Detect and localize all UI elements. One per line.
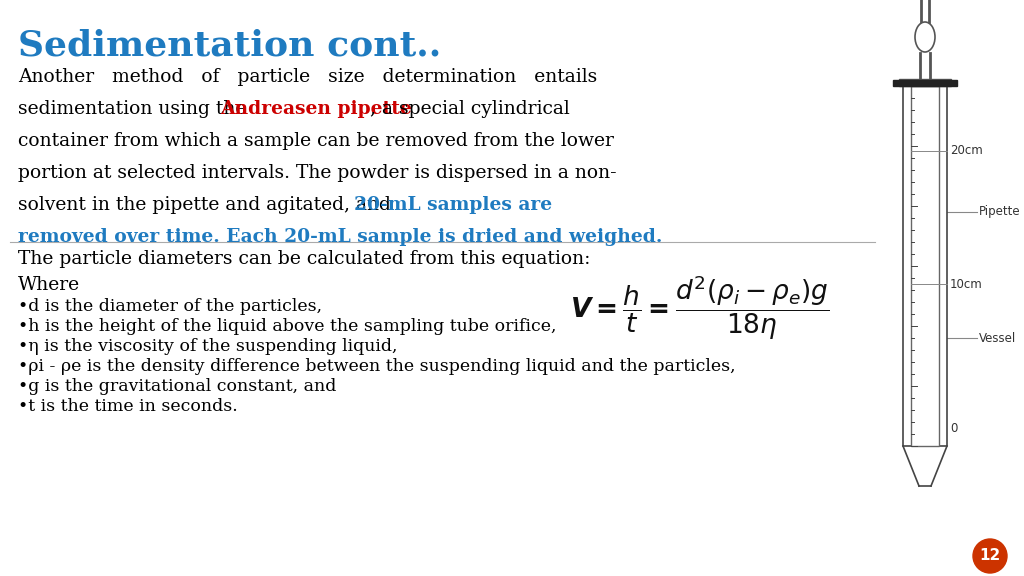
Text: 20cm: 20cm [950, 145, 983, 157]
Text: •t is the time in seconds.: •t is the time in seconds. [18, 398, 238, 415]
Polygon shape [893, 80, 957, 86]
Text: Where: Where [18, 276, 80, 294]
Bar [911, 86, 939, 446]
Text: solvent in the pipette and agitated, and: solvent in the pipette and agitated, and [18, 196, 397, 214]
Text: •ρi - ρe is the density difference between the suspending liquid and the particl: •ρi - ρe is the density difference betwe… [18, 358, 735, 375]
Text: Pipette: Pipette [979, 206, 1021, 218]
Polygon shape [899, 79, 951, 86]
Text: 0: 0 [950, 422, 957, 434]
Text: removed over time. Each 20-mL sample is dried and weighed.: removed over time. Each 20-mL sample is … [18, 228, 663, 246]
Text: sedimentation using the: sedimentation using the [18, 100, 252, 118]
Text: 12: 12 [979, 548, 1000, 563]
Text: 20-mL samples are: 20-mL samples are [354, 196, 552, 214]
Text: Sedimentation cont..: Sedimentation cont.. [18, 28, 441, 62]
Circle shape [973, 539, 1007, 573]
Bar [903, 86, 947, 446]
Text: $\boldsymbol{V = \dfrac{h}{t} = \dfrac{d^2(\rho_i-\rho_e)g}{18\eta}}$: $\boldsymbol{V = \dfrac{h}{t} = \dfrac{d… [570, 274, 829, 342]
Text: •d is the diameter of the particles,: •d is the diameter of the particles, [18, 298, 323, 315]
Text: , a special cylindrical: , a special cylindrical [370, 100, 569, 118]
Text: Vessel: Vessel [979, 332, 1016, 344]
Text: Andreasen pipette: Andreasen pipette [220, 100, 412, 118]
Polygon shape [903, 446, 947, 486]
Text: •h is the height of the liquid above the sampling tube orifice,: •h is the height of the liquid above the… [18, 318, 556, 335]
Text: Another   method   of   particle   size   determination   entails: Another method of particle size determin… [18, 68, 597, 86]
Ellipse shape [915, 22, 935, 52]
Text: •η is the viscosity of the suspending liquid,: •η is the viscosity of the suspending li… [18, 338, 397, 355]
Text: The particle diameters can be calculated from this equation:: The particle diameters can be calculated… [18, 250, 591, 268]
Text: •g is the gravitational constant, and: •g is the gravitational constant, and [18, 378, 336, 395]
Text: 10cm: 10cm [950, 278, 983, 290]
Text: container from which a sample can be removed from the lower: container from which a sample can be rem… [18, 132, 613, 150]
Text: portion at selected intervals. The powder is dispersed in a non-: portion at selected intervals. The powde… [18, 164, 616, 182]
